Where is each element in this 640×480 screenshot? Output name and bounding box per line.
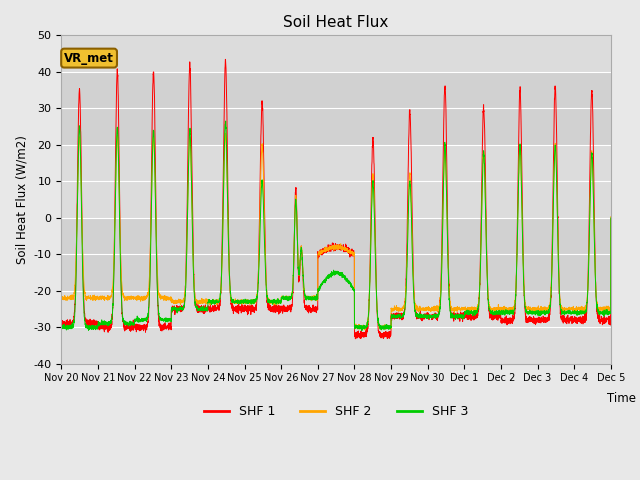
SHF 2 (221, 130, 229, 136)
Legend: SHF 1, SHF 2, SHF 3: SHF 1, SHF 2, SHF 3 (199, 400, 473, 423)
SHF 2 (491, 305, 499, 311)
SHF 3 (607, 310, 614, 316)
X-axis label: Time: Time (607, 392, 636, 405)
SHF 1 (58, 318, 65, 324)
SHF 1 (351, 336, 359, 342)
SHF 2 (316, 252, 323, 258)
Line: SHF 2: SHF 2 (61, 133, 611, 330)
SHF 1 (221, 57, 229, 62)
SHF 1 (607, 313, 614, 319)
SHF 3 (156, 315, 164, 321)
SHF 2 (607, 214, 614, 219)
SHF 2 (362, 327, 369, 333)
SHF 3 (358, 328, 365, 334)
SHF 3 (429, 313, 437, 319)
Bar (61, 218, 611, 291)
SHF 3 (58, 324, 65, 329)
SHF 1 (460, 310, 467, 316)
Text: VR_met: VR_met (64, 52, 114, 65)
Y-axis label: Soil Heat Flux (W/m2): Soil Heat Flux (W/m2) (15, 135, 28, 264)
SHF 3 (222, 118, 230, 124)
SHF 2 (429, 307, 437, 313)
SHF 3 (460, 313, 467, 319)
Line: SHF 1: SHF 1 (61, 60, 611, 339)
SHF 1 (316, 250, 323, 255)
SHF 2 (156, 294, 164, 300)
SHF 3 (316, 285, 323, 291)
SHF 3 (491, 310, 499, 316)
SHF 1 (156, 325, 164, 331)
Bar (61, 72, 611, 145)
SHF 2 (460, 305, 467, 311)
SHF 3 (607, 215, 614, 221)
SHF 2 (607, 305, 614, 311)
Line: SHF 3: SHF 3 (61, 121, 611, 331)
SHF 1 (429, 315, 437, 321)
SHF 1 (607, 216, 614, 222)
Title: Soil Heat Flux: Soil Heat Flux (284, 15, 388, 30)
SHF 2 (58, 298, 65, 303)
SHF 1 (491, 315, 499, 321)
